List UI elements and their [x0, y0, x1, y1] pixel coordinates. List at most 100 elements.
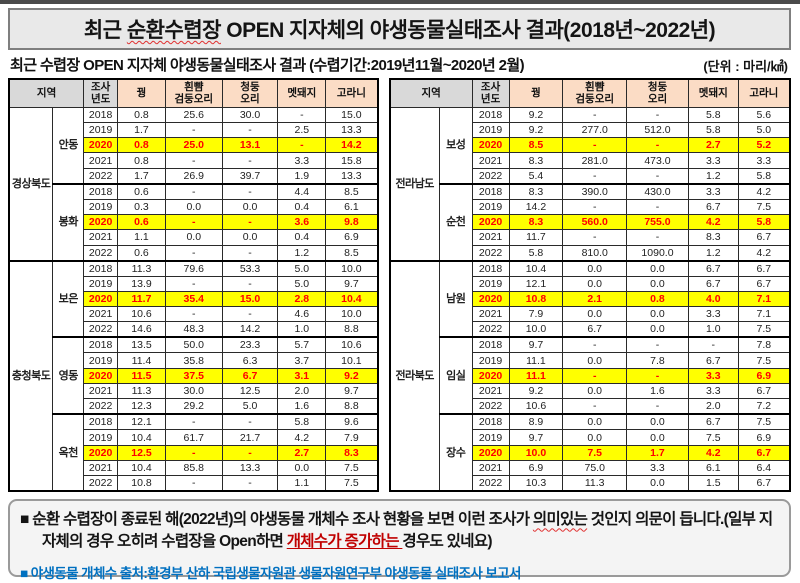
- value-cell-pheasant: 11.7: [117, 290, 166, 308]
- year-cell: 2020: [83, 367, 119, 385]
- value-cell-wild-boar: 2.7: [687, 137, 739, 154]
- value-cell-wild-boar: 1.2: [687, 167, 739, 185]
- col-header-wild-boar: 멧돼지: [687, 78, 739, 108]
- wildlife-table-left: 지역 조사 년도 꿩 흰뺨 검둥오리 청둥 오리 멧돼지 고라니 경상북도 안동 2018 0.8 2…: [8, 78, 379, 493]
- table-row: 2022 5.8 810.0 1090.0 1.2 4.2: [390, 244, 791, 262]
- value-cell-spot-billed-duck: 0.0: [562, 383, 628, 400]
- value-cell-pheasant: 14.2: [508, 198, 564, 215]
- year-cell: 2018: [471, 336, 510, 354]
- value-cell-wild-boar: 5.0: [277, 259, 327, 277]
- value-cell-wild-boar: 6.7: [687, 352, 739, 369]
- value-cell-spot-billed-duck: 29.2: [164, 398, 223, 415]
- year-cell: 2019: [471, 275, 510, 292]
- col-header-survey-year: 조사 년도: [471, 78, 510, 108]
- value-cell-pheasant: 9.2: [508, 383, 564, 400]
- table-row: 2020 11.7 35.4 15.0 2.8 10.4: [9, 290, 379, 308]
- year-cell: 2022: [471, 398, 510, 415]
- value-cell-mallard: 512.0: [626, 121, 689, 139]
- value-cell-wild-boar: 0.0: [277, 459, 327, 477]
- note-paragraph: ■ 순환 수렵장이 종료된 해(2022년)의 야생동물 개체수 조사 현황을 …: [20, 509, 777, 552]
- value-cell-pheasant: 10.0: [508, 321, 564, 338]
- value-cell-water-deer: 7.9: [325, 429, 379, 446]
- year-cell: 2022: [83, 321, 119, 338]
- province-cell: 경상북도: [8, 106, 54, 262]
- table-row: 2022 14.6 48.3 14.2 1.0 8.8: [9, 321, 379, 338]
- value-cell-mallard: 0.0: [626, 306, 689, 323]
- year-cell: 2018: [83, 413, 119, 431]
- year-cell: 2019: [83, 198, 119, 215]
- value-cell-water-deer: 7.5: [325, 475, 379, 492]
- year-cell: 2020: [471, 213, 510, 231]
- year-cell: 2019: [471, 121, 510, 139]
- value-cell-wild-boar: 7.5: [687, 429, 739, 446]
- year-cell: 2019: [471, 198, 510, 215]
- value-cell-water-deer: 5.8: [737, 213, 791, 231]
- value-cell-water-deer: 9.7: [325, 275, 379, 292]
- value-cell-spot-billed-duck: -: [164, 475, 223, 492]
- table-row: 2019 0.3 0.0 0.0 0.4 6.1: [9, 198, 379, 215]
- table-row: 2022 10.3 11.3 0.0 1.5 6.7: [390, 475, 791, 492]
- table-row: 2020 11.1- -3.3 6.9: [390, 367, 791, 385]
- value-cell-pheasant: 10.4: [508, 259, 564, 277]
- value-cell-mallard: 0.8: [626, 290, 689, 308]
- value-cell-pheasant: 14.6: [117, 321, 166, 338]
- value-cell-pheasant: 11.5: [117, 367, 166, 385]
- city-cell: 봉화: [52, 182, 85, 262]
- value-cell-spot-billed-duck: 48.3: [164, 321, 223, 338]
- value-cell-pheasant: 12.5: [117, 444, 166, 461]
- value-cell-pheasant: 11.3: [117, 259, 166, 277]
- value-cell-water-deer: 7.5: [737, 413, 791, 431]
- table-row: 전라북도 남원 2018 10.4 0.0 0.0 6.7 6.7: [389, 259, 791, 492]
- value-cell-spot-billed-duck: 0.0: [562, 352, 628, 369]
- value-cell-water-deer: 8.8: [325, 321, 379, 338]
- value-cell-mallard: 755.0: [626, 213, 689, 231]
- table-row: 2021 10.4 85.8 13.3 0.0 7.5: [9, 459, 379, 477]
- value-cell-wild-boar: 2.7: [277, 444, 327, 461]
- value-cell-wild-boar: 6.1: [687, 459, 739, 477]
- value-cell-spot-billed-duck: 6.7: [562, 321, 628, 338]
- table-row: 2022 12.3 29.2 5.0 1.6 8.8: [9, 398, 379, 415]
- value-cell-wild-boar: 1.5: [687, 475, 739, 492]
- value-cell-wild-boar: 2.0: [687, 398, 739, 415]
- value-cell-pheasant: 11.3: [117, 383, 166, 400]
- value-cell-wild-boar: 3.3: [687, 152, 739, 169]
- value-cell-spot-billed-duck: -: [164, 444, 223, 461]
- value-cell-mallard: 0.0: [626, 429, 689, 446]
- table-row: 2019 9.2 277.0 512.0 5.8 5.0: [390, 121, 791, 139]
- value-cell-pheasant: 11.7: [508, 229, 564, 246]
- value-cell-wild-boar: 3.6: [277, 213, 327, 231]
- value-cell-pheasant: 10.8: [508, 290, 564, 308]
- wildlife-table-right-wrap: 지역 조사 년도 꿩 흰뺨 검둥오리 청둥 오리 멧돼지 고라니 전라남도 보성 2018 9.2-…: [388, 78, 791, 493]
- value-cell-water-deer: 8.3: [325, 444, 379, 461]
- year-cell: 2020: [471, 137, 510, 154]
- value-cell-mallard: -: [626, 398, 689, 415]
- col-header-pheasant: 꿩: [508, 78, 564, 108]
- value-cell-pheasant: 10.3: [508, 475, 564, 492]
- year-cell: 2022: [471, 244, 510, 262]
- value-cell-spot-billed-duck: 277.0: [562, 121, 628, 139]
- table-row: 2019 14.2- -6.7 7.5: [390, 198, 791, 215]
- value-cell-water-deer: 7.5: [737, 321, 791, 338]
- value-cell-spot-billed-duck: -: [562, 336, 628, 354]
- year-cell: 2020: [83, 137, 119, 154]
- tables-container: 지역 조사 년도 꿩 흰뺨 검둥오리 청둥 오리 멧돼지 고라니 경상북도 안동 2018 0.8 2…: [8, 78, 791, 493]
- value-cell-mallard: 0.0: [626, 259, 689, 277]
- year-cell: 2020: [83, 444, 119, 461]
- table-row: 장수 2018 8.9 0.0 0.0 6.7 7.5: [390, 413, 791, 492]
- value-cell-pheasant: 10.4: [117, 429, 166, 446]
- table-row: 영동 2018 13.5 50.0 23.3 5.7 10.6: [9, 336, 379, 415]
- value-cell-water-deer: 7.5: [737, 352, 791, 369]
- year-cell: 2021: [471, 459, 510, 477]
- title-spellcheck-word: 순환수렵장: [126, 19, 222, 42]
- value-cell-spot-billed-duck: -: [164, 152, 223, 169]
- value-cell-spot-billed-duck: 390.0: [562, 182, 628, 200]
- table-caption: 최근 수렵장 OPEN 지자체 야생동물실태조사 결과 (수렵기간:2019년1…: [10, 57, 525, 74]
- value-cell-water-deer: 7.1: [737, 290, 791, 308]
- note-text: 경우도 있네요): [402, 532, 492, 550]
- value-cell-mallard: 12.5: [221, 383, 279, 400]
- value-cell-wild-boar: 2.8: [277, 290, 327, 308]
- value-cell-pheasant: 10.6: [117, 306, 166, 323]
- value-cell-water-deer: 15.0: [325, 106, 379, 123]
- value-cell-wild-boar: -: [277, 106, 327, 123]
- note-emphasis-red: 개체수가 증가하는: [286, 532, 403, 550]
